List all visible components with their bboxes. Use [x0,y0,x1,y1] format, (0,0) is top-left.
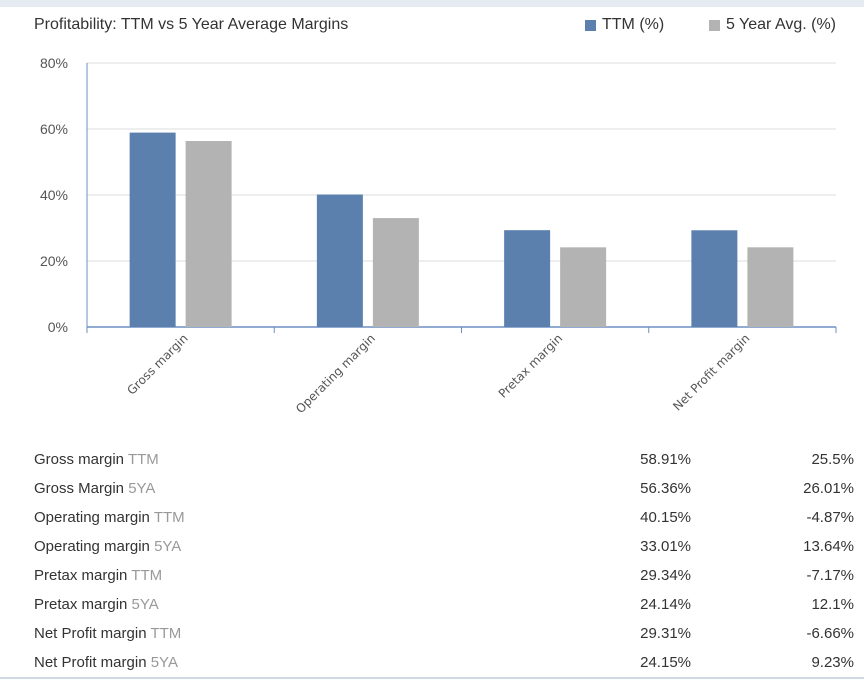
bar-5ya [185,141,232,327]
row-period: TTM [150,625,182,642]
table-row: Net Profit margin 5YA 24.15% 9.23% [0,648,864,677]
y-tick-label: 20% [40,253,68,269]
row-period: 5YA [150,654,178,671]
row-label: Gross Margin 5YA [34,480,156,497]
x-tick-label: Gross margin [124,331,190,397]
top-strip [0,0,864,7]
legend-swatch-ttm [585,19,596,31]
table-row: Gross Margin 5YA 56.36% 26.01% [0,474,864,503]
x-tick-label: Pretax margin [496,331,566,401]
row-value-2: 13.64% [803,538,854,555]
row-label: Net Profit margin 5YA [34,654,178,671]
row-value-1: 40.15% [640,509,691,526]
table-row: Operating margin 5YA 33.01% 13.64% [0,532,864,561]
bar-5ya [560,247,607,327]
row-period: TTM [131,567,163,584]
legend-item-5ya[interactable]: 5 Year Avg. (%) [709,16,836,34]
row-value-1: 33.01% [640,538,691,555]
row-label: Pretax margin TTM [34,567,163,584]
y-tick-label: 40% [40,187,68,203]
row-value-2: -7.17% [806,567,854,584]
bar-ttm [316,194,363,327]
y-tick-label: 80% [40,55,68,71]
table-row: Net Profit margin TTM 29.31% -6.66% [0,619,864,648]
chart-title: Profitability: TTM vs 5 Year Average Mar… [34,16,349,33]
y-tick-label: 60% [40,121,68,137]
legend-label-5ya: 5 Year Avg. (%) [726,16,836,33]
row-label: Net Profit margin TTM [34,625,182,642]
row-label: Gross margin TTM [34,451,159,468]
table-row: Pretax margin 5YA 24.14% 12.1% [0,590,864,619]
row-value-1: 56.36% [640,480,691,497]
table-row: Operating margin TTM 40.15% -4.87% [0,503,864,532]
row-value-2: 25.5% [811,451,854,468]
row-value-1: 24.14% [640,596,691,613]
bar-ttm [129,132,176,327]
row-value-2: 12.1% [811,596,854,613]
row-period: 5YA [154,538,182,555]
row-value-1: 58.91% [640,451,691,468]
bar-5ya [372,218,419,327]
row-value-2: -4.87% [806,509,854,526]
table-row: Gross margin TTM 58.91% 25.5% [0,445,864,474]
row-period: TTM [127,451,159,468]
row-value-2: 9.23% [811,654,854,671]
table-row: Pretax margin TTM 29.34% -7.17% [0,561,864,590]
row-value-1: 29.34% [640,567,691,584]
margins-table: Gross margin TTM 58.91% 25.5% Gross Marg… [0,445,864,677]
x-tick-label: Operating margin [293,331,378,416]
y-tick-label: 0% [48,319,68,335]
bottom-border [0,677,864,679]
row-period: 5YA [128,480,156,497]
bar-chart: 0% 20% 40% 60% 80% Gross margin Operating marg… [40,55,837,416]
row-period: 5YA [131,596,159,613]
bar-ttm [504,230,551,327]
row-label: Operating margin 5YA [34,538,182,555]
legend-swatch-5ya [709,19,720,31]
row-value-2: -6.66% [806,625,854,642]
legend-label-ttm: TTM (%) [602,16,665,33]
x-tick-label: Net Profit margin [670,331,752,413]
row-value-1: 24.15% [640,654,691,671]
bar-5ya [747,247,794,327]
bar-ttm [691,230,738,327]
row-value-1: 29.31% [640,625,691,642]
row-label: Pretax margin 5YA [34,596,159,613]
row-value-2: 26.01% [803,480,854,497]
row-period: TTM [153,509,185,526]
legend-item-ttm[interactable]: TTM (%) [585,16,664,34]
row-label: Operating margin TTM [34,509,185,526]
